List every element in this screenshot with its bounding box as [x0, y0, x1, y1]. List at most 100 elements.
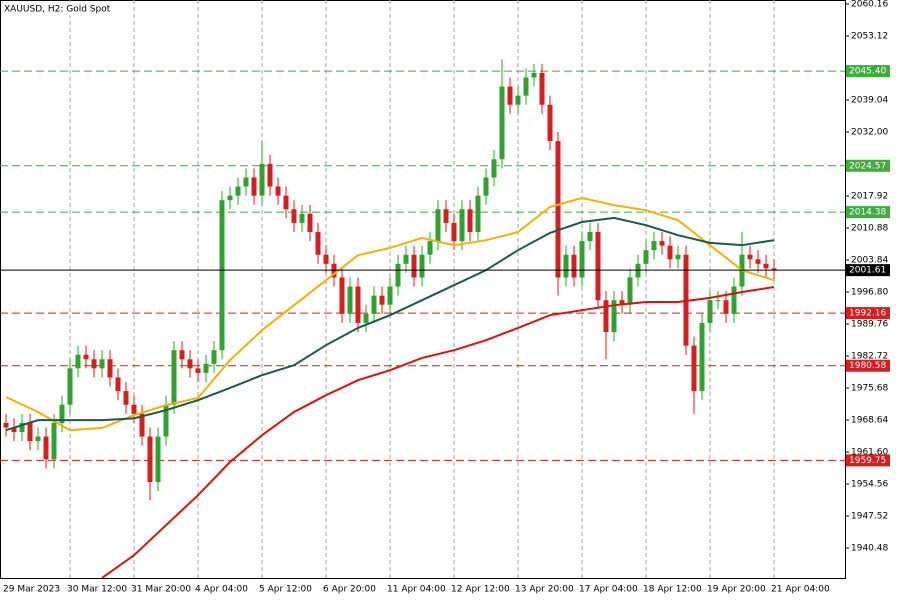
candle-body — [579, 241, 585, 278]
candle-body — [19, 422, 25, 432]
candle-body — [619, 300, 625, 305]
candle-body — [83, 354, 89, 360]
candle-body — [251, 177, 257, 196]
candle-body — [443, 209, 449, 223]
level-label-box — [846, 307, 890, 320]
candle-body — [483, 177, 489, 196]
x-tick-label: 17 Apr 04:00 — [579, 585, 638, 595]
x-tick-label: 31 Mar 20:00 — [131, 585, 191, 595]
candle-body — [723, 300, 729, 314]
level-label: 2045.40 — [849, 67, 886, 77]
candle-body — [227, 195, 233, 201]
candle-body — [427, 241, 433, 255]
candle-body — [603, 300, 609, 332]
candle-body — [123, 391, 129, 405]
candle-body — [731, 286, 737, 314]
y-tick-label: 2060.16 — [851, 0, 888, 10]
x-tick-label: 18 Apr 12:00 — [643, 585, 702, 595]
candle-body — [515, 95, 521, 105]
x-tick-label: 21 Apr 04:00 — [771, 585, 830, 595]
y-tick-label: 1940.48 — [851, 544, 888, 554]
x-tick-label: 29 Mar 2023 — [3, 585, 60, 595]
plot-frame — [0, 0, 846, 579]
candle-body — [291, 209, 297, 223]
candle-body — [699, 322, 705, 392]
candle-body — [107, 359, 113, 378]
candle-body — [259, 163, 265, 196]
candle-body — [547, 104, 553, 142]
level-label: 1992.16 — [849, 309, 886, 319]
candle-body — [643, 250, 649, 264]
candle-body — [283, 195, 289, 210]
candle-body — [115, 377, 121, 392]
candle-body — [275, 186, 281, 196]
candle-body — [659, 241, 665, 246]
candle-body — [651, 241, 657, 251]
candle-body — [99, 359, 105, 369]
current-price-label: 2001.61 — [849, 266, 886, 276]
candle-body — [323, 254, 329, 264]
candle-body — [715, 300, 721, 302]
candle-body — [387, 286, 393, 305]
candle-body — [371, 295, 377, 314]
level-label: 2014.38 — [849, 208, 886, 218]
candle-body — [131, 404, 137, 414]
level-label: 1980.58 — [849, 361, 886, 371]
y-tick-label: 2010.88 — [851, 224, 888, 234]
candle-body — [627, 277, 633, 305]
candle-body — [43, 436, 49, 460]
candle-body — [243, 177, 249, 187]
level-label-box — [846, 206, 890, 219]
candle-body — [363, 313, 369, 323]
candle-body — [355, 286, 361, 323]
candle-body — [27, 422, 33, 442]
y-tick-label: 1947.52 — [851, 512, 888, 522]
candle-body — [539, 72, 545, 105]
candle-body — [587, 232, 593, 242]
y-tick-label: 1968.64 — [851, 416, 888, 426]
level-label-box — [846, 359, 890, 372]
candle-body — [219, 200, 225, 351]
x-tick-label: 19 Apr 20:00 — [707, 585, 766, 595]
x-tick-label: 30 Mar 12:00 — [67, 585, 127, 595]
x-tick-label: 4 Apr 04:00 — [195, 585, 248, 595]
x-tick-label: 6 Apr 20:00 — [323, 585, 376, 595]
y-tick-label: 1996.80 — [851, 288, 888, 298]
candle-body — [51, 422, 57, 460]
candle-body — [435, 209, 441, 242]
level-label: 1959.75 — [849, 456, 886, 466]
candle-body — [315, 232, 321, 255]
candle-body — [747, 254, 753, 260]
y-tick-label: 2003.84 — [851, 256, 888, 266]
candle-body — [555, 141, 561, 278]
candle-body — [75, 354, 81, 369]
candle-body — [411, 254, 417, 278]
candle-body — [475, 195, 481, 232]
candle-body — [35, 436, 41, 442]
candle-body — [299, 213, 305, 223]
level-label-box — [846, 159, 890, 172]
candle-body — [155, 436, 161, 482]
candle-body — [467, 209, 473, 232]
y-tick-label: 1989.76 — [851, 320, 888, 330]
candle-body — [59, 404, 65, 423]
candle-body — [451, 222, 457, 242]
y-tick-label: 1954.56 — [851, 480, 888, 490]
x-tick-label: 13 Apr 20:00 — [515, 585, 574, 595]
level-label-box — [846, 65, 890, 78]
candle-body — [147, 436, 153, 482]
candle-body — [3, 422, 9, 428]
candle-body — [339, 277, 345, 314]
y-tick-label: 2032.00 — [851, 128, 888, 138]
y-tick-label: 1975.68 — [851, 384, 888, 394]
x-tick-label: 5 Apr 12:00 — [259, 585, 312, 595]
y-tick-label: 2039.04 — [851, 96, 888, 106]
candle-body — [171, 350, 177, 405]
x-tick-label: 11 Apr 04:00 — [387, 585, 446, 595]
moving-average — [101, 286, 775, 579]
candle-body — [347, 286, 353, 314]
candle-body — [187, 359, 193, 369]
candle-body — [139, 413, 145, 437]
candle-body — [667, 245, 673, 260]
